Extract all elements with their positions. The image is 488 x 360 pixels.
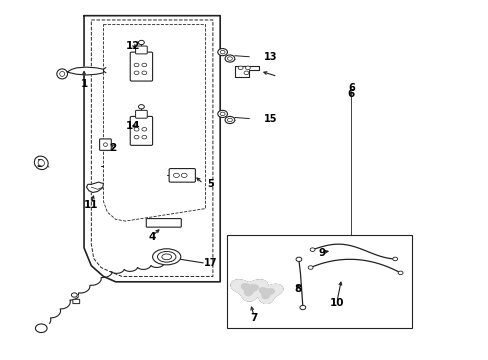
Polygon shape <box>67 67 103 75</box>
Text: 12: 12 <box>125 41 140 51</box>
Ellipse shape <box>162 254 171 260</box>
Text: 9: 9 <box>318 248 325 258</box>
FancyBboxPatch shape <box>100 139 111 150</box>
Ellipse shape <box>152 249 181 265</box>
Circle shape <box>134 71 139 75</box>
Text: 8: 8 <box>294 284 301 294</box>
Circle shape <box>227 57 232 60</box>
Circle shape <box>138 40 144 45</box>
Text: 14: 14 <box>125 121 140 131</box>
FancyBboxPatch shape <box>135 111 147 118</box>
Circle shape <box>224 116 234 123</box>
Polygon shape <box>234 66 259 77</box>
Circle shape <box>224 55 234 62</box>
Circle shape <box>238 66 243 69</box>
Text: 5: 5 <box>206 179 213 189</box>
Circle shape <box>245 66 250 69</box>
Circle shape <box>134 135 139 139</box>
Circle shape <box>299 305 305 310</box>
Bar <box>227 235 411 328</box>
Circle shape <box>134 63 139 67</box>
Ellipse shape <box>103 143 107 147</box>
Text: 2: 2 <box>109 143 117 153</box>
Text: 15: 15 <box>264 113 277 123</box>
Polygon shape <box>230 280 267 301</box>
Circle shape <box>138 105 144 109</box>
FancyBboxPatch shape <box>73 299 80 303</box>
Circle shape <box>173 173 179 177</box>
FancyBboxPatch shape <box>130 52 152 81</box>
Circle shape <box>220 50 224 54</box>
Circle shape <box>295 257 301 261</box>
Circle shape <box>309 248 314 251</box>
Polygon shape <box>249 284 283 303</box>
Circle shape <box>142 71 146 75</box>
Ellipse shape <box>38 160 44 166</box>
Circle shape <box>71 293 77 297</box>
FancyBboxPatch shape <box>135 46 147 54</box>
Polygon shape <box>259 288 274 298</box>
Circle shape <box>134 127 139 131</box>
Circle shape <box>220 112 224 116</box>
Circle shape <box>217 49 227 56</box>
Circle shape <box>244 71 248 75</box>
Polygon shape <box>86 182 103 193</box>
Text: 6: 6 <box>347 83 354 93</box>
Ellipse shape <box>157 251 176 262</box>
Circle shape <box>142 63 146 67</box>
Text: 4: 4 <box>148 232 156 242</box>
Text: 13: 13 <box>264 53 277 63</box>
Polygon shape <box>241 284 258 296</box>
Text: 10: 10 <box>329 298 344 308</box>
Circle shape <box>397 271 402 275</box>
Ellipse shape <box>34 156 48 170</box>
Text: 6: 6 <box>347 89 354 99</box>
Text: 7: 7 <box>250 312 257 323</box>
Circle shape <box>307 266 312 269</box>
Text: 1: 1 <box>80 78 87 89</box>
Text: 11: 11 <box>84 200 99 210</box>
FancyBboxPatch shape <box>146 219 181 227</box>
Circle shape <box>142 127 146 131</box>
FancyBboxPatch shape <box>130 116 152 145</box>
Text: 17: 17 <box>203 258 217 268</box>
Circle shape <box>227 118 232 122</box>
Ellipse shape <box>60 71 64 76</box>
Circle shape <box>181 173 187 177</box>
FancyBboxPatch shape <box>169 168 195 182</box>
Circle shape <box>392 257 397 261</box>
Text: 3: 3 <box>37 159 44 169</box>
Circle shape <box>35 324 47 333</box>
Circle shape <box>142 135 146 139</box>
Ellipse shape <box>57 69 67 79</box>
Circle shape <box>217 111 227 117</box>
